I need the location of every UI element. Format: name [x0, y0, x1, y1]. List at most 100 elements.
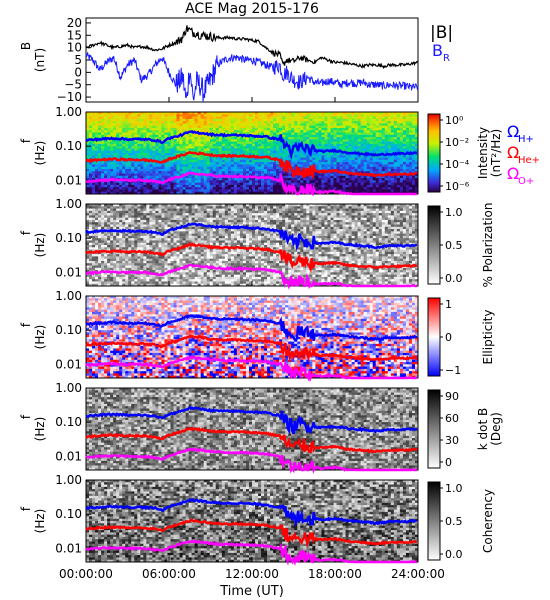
spectrogram-cell	[140, 132, 144, 136]
spectrogram-cell	[369, 184, 374, 188]
spectrogram-cell	[173, 112, 177, 115]
spectrogram-cell	[146, 146, 150, 149]
spectrogram-cell	[224, 125, 229, 129]
spectrogram-cell	[242, 180, 247, 184]
spectrogram-cell	[273, 189, 277, 193]
spectrogram-cell	[134, 118, 138, 122]
spectrogram-cell	[149, 191, 153, 195]
spectrogram-cell	[414, 189, 419, 193]
spectrogram-cell	[86, 166, 90, 170]
spectrogram-cell	[245, 141, 250, 145]
spectrogram-cell	[134, 217, 138, 221]
spectrogram-cell	[276, 150, 280, 154]
spectrogram-cell	[200, 112, 205, 115]
spectrogram-cell	[194, 146, 199, 149]
spectrogram-cell	[239, 153, 244, 156]
spectrogram-cell	[242, 157, 247, 161]
spectrogram-cell	[206, 148, 211, 152]
spectrogram-cell	[89, 208, 93, 212]
spectrogram-cell	[95, 155, 99, 158]
spectrogram-cell	[125, 118, 129, 122]
spectrogram-cell	[191, 164, 196, 168]
spectrogram-cell	[131, 127, 135, 131]
spectrogram-cell	[152, 256, 156, 260]
spectrogram-cell	[89, 146, 93, 149]
spectrogram-cell	[95, 148, 99, 152]
spectrogram-cell	[375, 187, 380, 190]
spectrogram-cell	[372, 171, 377, 174]
spectrogram-cell	[89, 233, 93, 237]
spectrogram-cell	[309, 112, 313, 115]
spectrogram-cell	[366, 132, 371, 136]
panel-intensity-colorbar-label: Intensity	[476, 127, 490, 179]
spectrogram-cell	[242, 137, 247, 140]
spectrogram-cell	[152, 224, 156, 228]
spectrogram-cell	[128, 153, 132, 156]
spectrogram-cell	[89, 130, 93, 133]
spectrogram-cell	[176, 137, 180, 140]
spectrogram-cell	[155, 260, 159, 264]
spectrogram-cell	[267, 150, 271, 154]
spectrogram-cell	[351, 130, 356, 133]
spectrogram-cell	[414, 146, 419, 149]
spectrogram-cell	[384, 112, 389, 115]
spectrogram-cell	[384, 137, 389, 140]
spectrogram-cell	[164, 127, 168, 131]
spectrogram-cell	[258, 173, 262, 177]
spectrogram-cell	[336, 121, 340, 124]
spectrogram-cell	[152, 274, 156, 278]
spectrogram-cell	[396, 116, 401, 120]
spectrogram-cell	[110, 215, 114, 219]
spectrogram-cell	[312, 175, 316, 179]
spectrogram-cell	[309, 159, 313, 163]
spectrogram-cell	[146, 233, 150, 237]
spectrogram-cell	[369, 155, 374, 158]
spectrogram-cell	[191, 153, 196, 156]
spectrogram-cell	[366, 168, 371, 172]
spectrogram-cell	[149, 222, 153, 225]
spectrogram-cell	[378, 171, 383, 174]
spectrogram-cell	[104, 215, 108, 219]
spectrogram-cell	[95, 233, 99, 237]
spectrogram-cell	[134, 189, 138, 193]
spectrogram-cell	[86, 171, 90, 174]
spectrogram-cell	[339, 114, 343, 117]
spectrogram-cell	[92, 114, 96, 117]
spectrogram-cell	[134, 274, 138, 278]
spectrogram-cell	[402, 134, 407, 138]
spectrogram-cell	[209, 180, 214, 184]
spectrogram-cell	[119, 127, 123, 131]
spectrogram-cell	[315, 162, 319, 165]
spectrogram-cell	[306, 141, 310, 145]
spectrogram-cell	[390, 127, 395, 131]
spectrogram-cell	[357, 121, 362, 124]
spectrogram-cell	[188, 182, 193, 186]
spectrogram-cell	[164, 184, 168, 188]
spectrogram-cell	[95, 276, 99, 280]
spectrogram-cell	[230, 114, 235, 117]
spectrogram-cell	[230, 130, 235, 133]
spectrogram-cell	[185, 114, 190, 117]
spectrogram-cell	[390, 125, 395, 129]
spectrogram-cell	[152, 137, 156, 140]
spectrogram-cell	[104, 118, 108, 122]
spectrogram-cell	[149, 162, 153, 165]
spectrogram-cell	[342, 162, 346, 165]
spectrogram-cell	[128, 240, 132, 244]
spectrogram-cell	[206, 175, 211, 179]
spectrogram-cell	[354, 148, 359, 152]
spectrogram-cell	[92, 274, 96, 278]
spectrogram-cell	[104, 125, 108, 129]
spectrogram-cell	[122, 274, 126, 278]
spectrogram-cell	[131, 130, 135, 133]
spectrogram-cell	[245, 187, 250, 190]
spectrogram-cell	[146, 125, 150, 129]
spectrogram-cell	[387, 121, 392, 124]
spectrogram-cell	[288, 157, 292, 161]
spectrogram-cell	[279, 153, 283, 156]
spectrogram-cell	[107, 281, 111, 285]
spectrogram-cell	[122, 162, 126, 165]
spectrogram-cell	[92, 238, 96, 241]
spectrogram-cell	[306, 112, 310, 115]
spectrogram-cell	[363, 184, 368, 188]
